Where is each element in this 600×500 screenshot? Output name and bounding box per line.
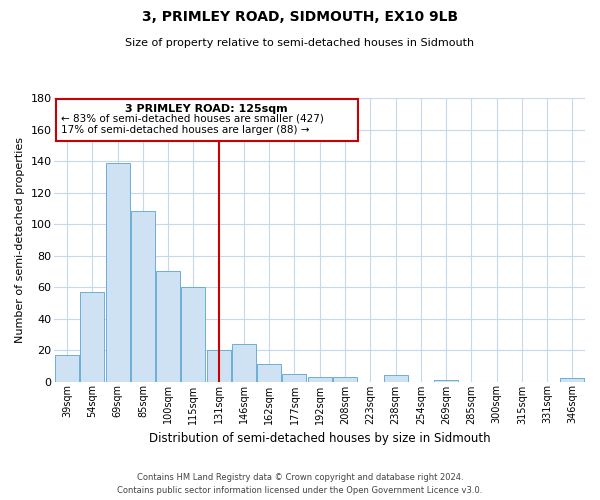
Bar <box>156 272 180 382</box>
FancyBboxPatch shape <box>56 99 358 140</box>
Text: ← 83% of semi-detached houses are smaller (427): ← 83% of semi-detached houses are smalle… <box>61 114 323 124</box>
Bar <box>80 292 104 382</box>
Bar <box>106 162 130 382</box>
Text: 17% of semi-detached houses are larger (88) →: 17% of semi-detached houses are larger (… <box>61 125 309 135</box>
Bar <box>206 350 230 382</box>
Bar <box>434 380 458 382</box>
Y-axis label: Number of semi-detached properties: Number of semi-detached properties <box>15 137 25 343</box>
Bar <box>308 377 332 382</box>
Bar <box>283 374 307 382</box>
Text: 3, PRIMLEY ROAD, SIDMOUTH, EX10 9LB: 3, PRIMLEY ROAD, SIDMOUTH, EX10 9LB <box>142 10 458 24</box>
Bar <box>333 377 357 382</box>
Bar <box>55 354 79 382</box>
Text: Contains HM Land Registry data © Crown copyright and database right 2024.
Contai: Contains HM Land Registry data © Crown c… <box>118 474 482 495</box>
Text: 3 PRIMLEY ROAD: 125sqm: 3 PRIMLEY ROAD: 125sqm <box>125 104 288 115</box>
X-axis label: Distribution of semi-detached houses by size in Sidmouth: Distribution of semi-detached houses by … <box>149 432 491 445</box>
Bar <box>560 378 584 382</box>
Bar <box>383 375 407 382</box>
Bar <box>257 364 281 382</box>
Bar <box>232 344 256 382</box>
Text: Size of property relative to semi-detached houses in Sidmouth: Size of property relative to semi-detach… <box>125 38 475 48</box>
Bar <box>131 212 155 382</box>
Bar <box>181 287 205 382</box>
